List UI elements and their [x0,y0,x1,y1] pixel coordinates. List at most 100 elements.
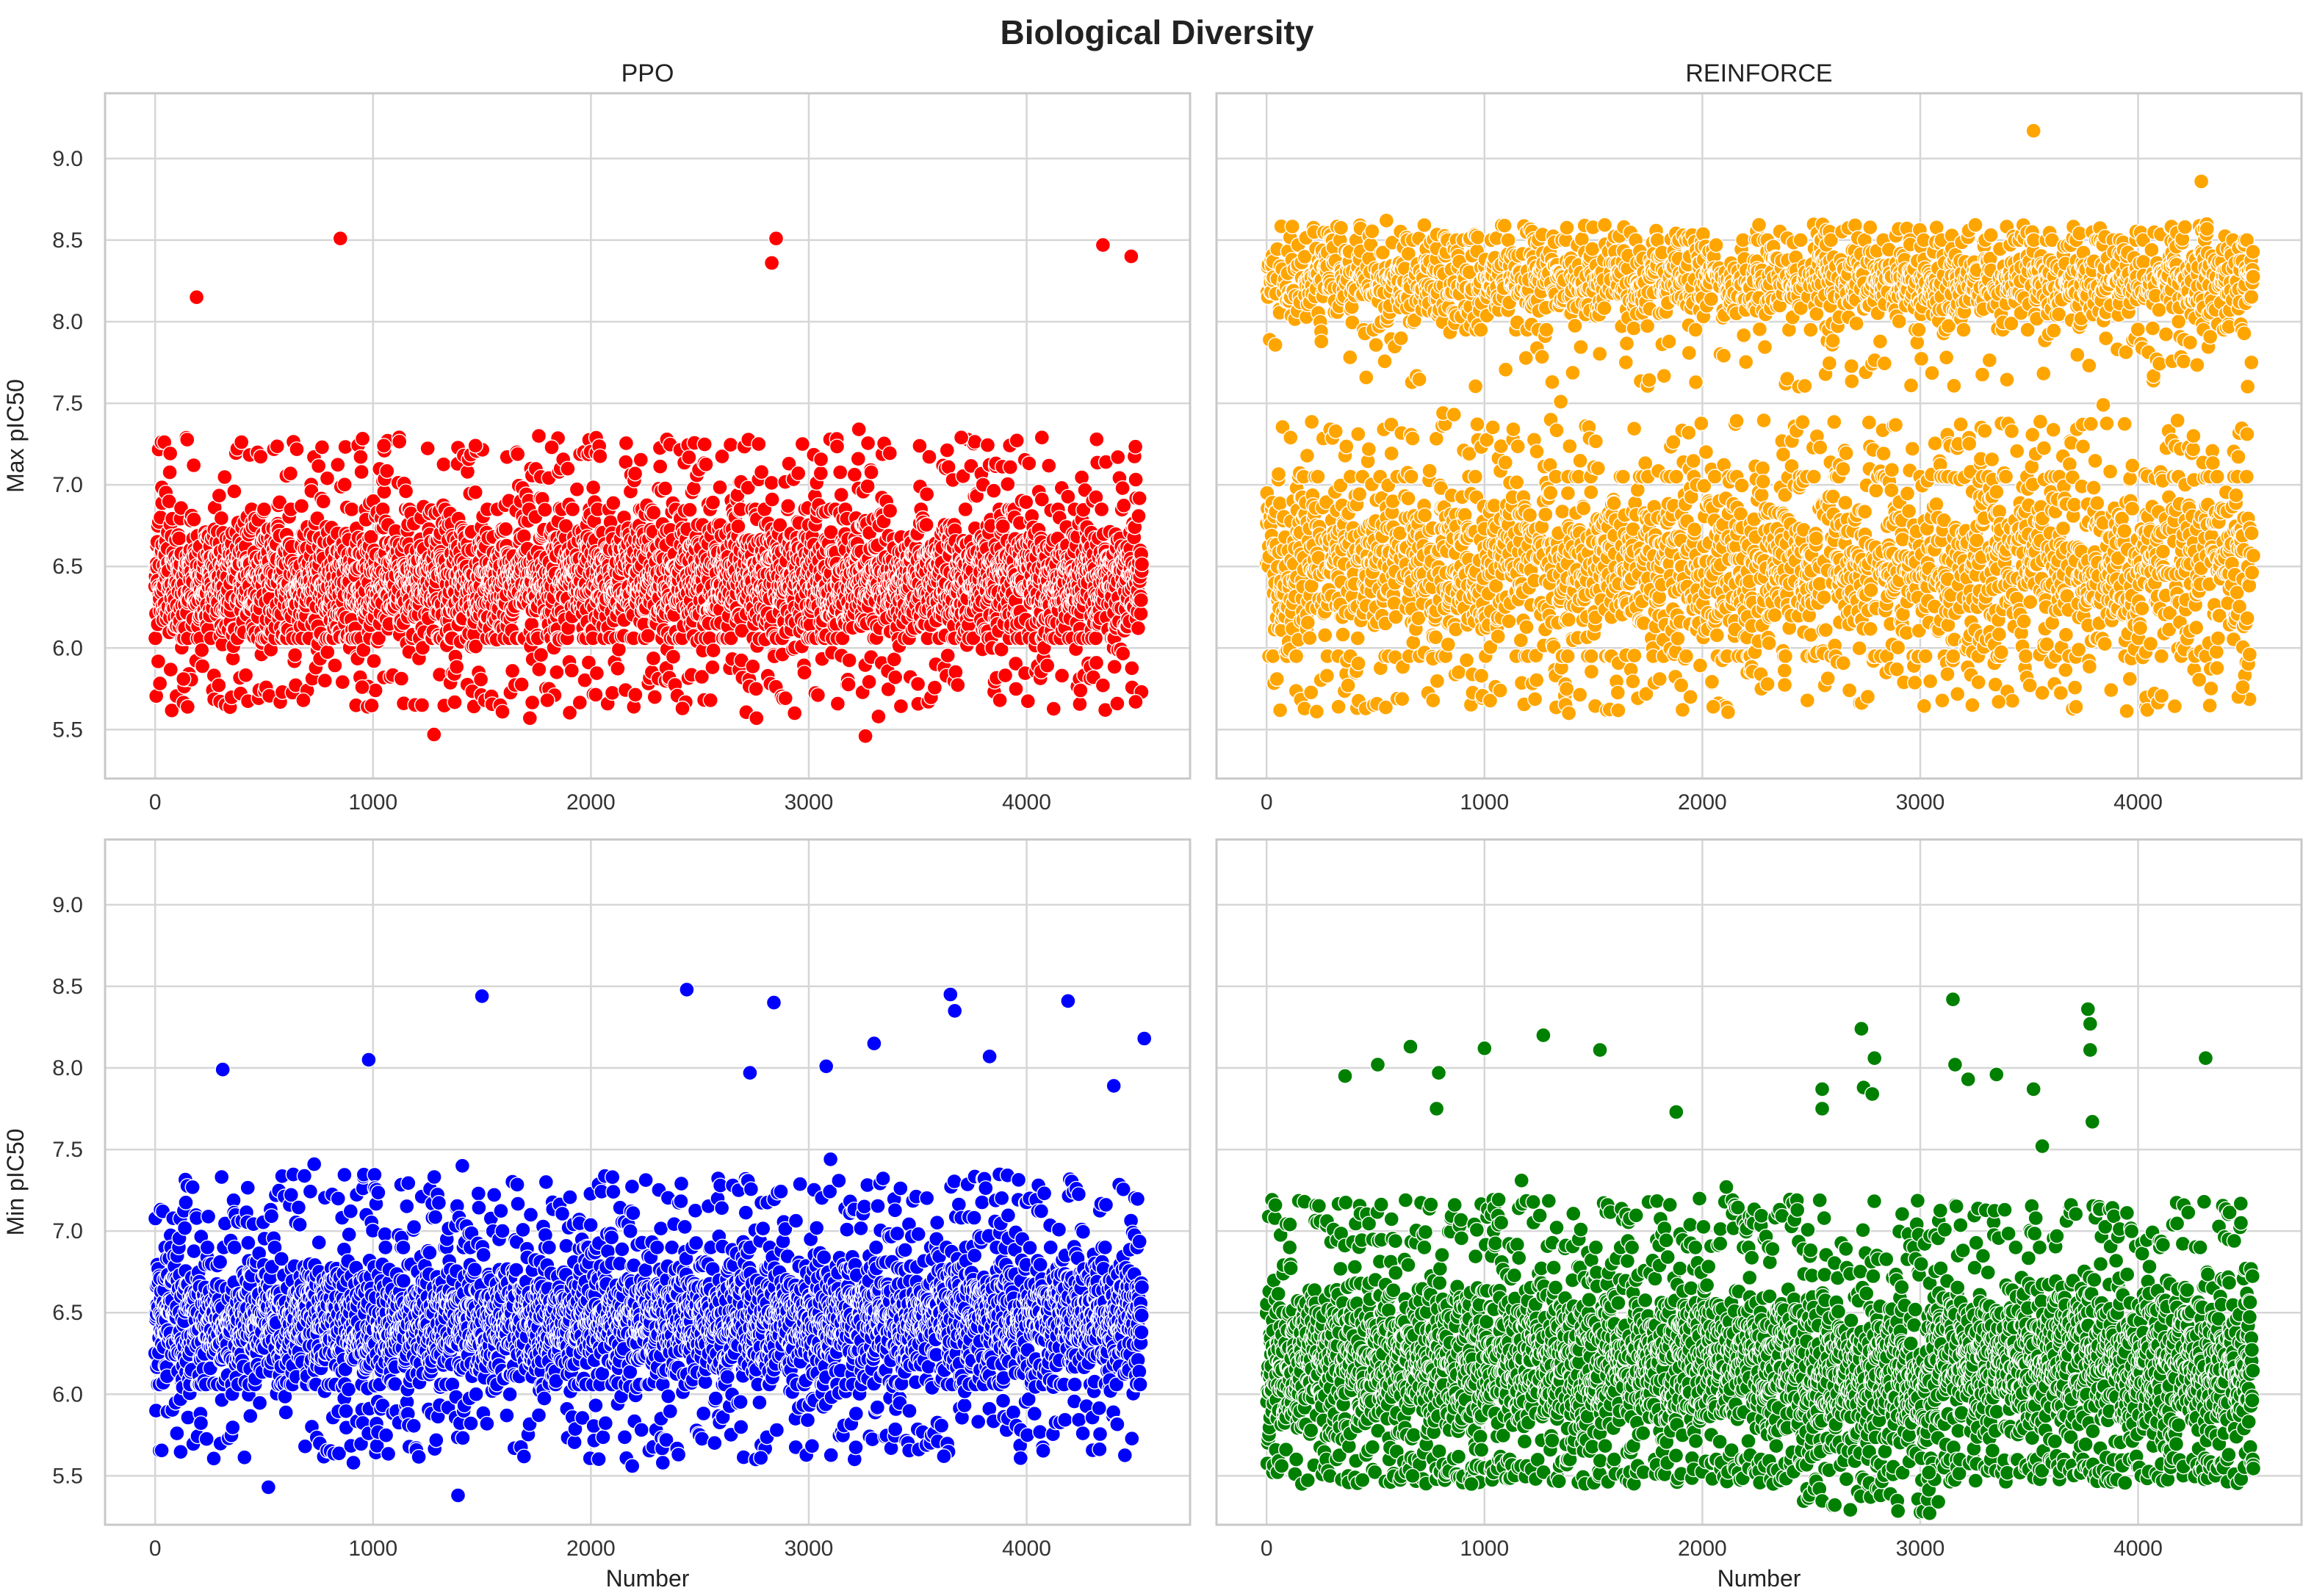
scatter-point [1284,218,1300,235]
scatter-point [722,436,739,453]
scatter-point [841,652,857,668]
scatter-point [319,470,336,486]
scatter-point [704,494,721,510]
scatter-point [1133,592,1150,608]
scatter-point [948,664,964,680]
scatter-point [393,671,410,687]
scatter-point [1095,677,1111,693]
scatter-point [1319,668,1336,684]
scatter-point [685,480,702,497]
scatter-point [1109,696,1125,712]
scatter-point [237,667,254,683]
scatter-point [1087,630,1104,646]
scatter-point [1045,701,1062,717]
scatter-point [1041,458,1057,474]
scatter-point [256,501,273,518]
scatter-point [812,465,829,482]
scatter-point [269,438,285,455]
scatter-point [610,641,627,657]
scatter-point [632,452,649,468]
scatter-point [436,456,452,472]
scatter-point [863,464,879,480]
scatter-point [524,694,541,711]
scatter-point [1020,693,1037,709]
outlier-point [1034,430,1050,446]
outlier-point [857,728,873,744]
scatter-point [1127,438,1144,455]
scatter-point [353,463,370,480]
y-tick-label: 8.5 [52,228,83,253]
scatter-point [1131,508,1147,524]
scatter-point [1017,494,1034,510]
scatter-point [162,464,178,480]
scatter-point [330,457,346,473]
outlier-point [522,710,538,726]
scatter-point [846,466,863,483]
scatter-point [217,469,233,485]
scatter-point [1002,459,1019,475]
scatter-point [392,433,408,449]
scatter-point [704,659,721,676]
scatter-point [161,494,177,510]
scatter-point [1088,654,1105,671]
scatter-point [1009,433,1025,449]
panel-title: REINFORCE [1685,59,1832,87]
scatter-point [850,451,867,467]
scatter-point [564,501,581,518]
scatter-point [812,451,829,468]
scatter-point [992,692,1008,709]
scatter-point [397,483,414,499]
figure-title: Biological Diversity [1001,13,1314,51]
scatter-point [627,687,644,703]
scatter-point [918,486,935,502]
scatter-point [882,445,898,461]
scatter-point [353,449,369,465]
scatter-point [1106,659,1122,675]
scatter-point [921,449,937,465]
outlier-point [751,436,767,452]
scatter-point [226,483,242,499]
y-axis-label: Max pIC50 [2,379,29,493]
scatter-point [179,431,195,448]
outlier-point [768,231,785,247]
scatter-point [967,433,983,450]
scatter-point [1299,447,1316,464]
scatter-point [681,449,697,466]
scatter-point [1110,449,1126,466]
outlier-point [749,710,765,726]
scatter-point [1300,615,1316,631]
outlier-point [354,679,370,696]
scatter-point [1093,501,1110,518]
scatter-point [171,530,187,546]
scatter-point [794,436,811,452]
scatter-point [748,681,764,697]
scatter-point [764,491,780,508]
scatter-point [293,498,310,514]
scatter-point [712,479,728,496]
scatter-point [926,679,943,696]
scatter-point [367,682,383,698]
scatter-point [1267,336,1283,353]
scatter-point [150,653,167,670]
scatter-point [1272,495,1288,512]
scatter-point [657,480,674,497]
scatter-point [1053,668,1070,684]
outlier-point [953,430,970,446]
scatter-point [186,511,202,527]
outlier-point [1128,693,1144,710]
scatter-point [162,662,179,678]
scatter-point [537,502,553,518]
scatter-point [997,667,1014,684]
scatter-point [179,698,196,715]
scatter-point [702,692,718,709]
scatter-point [211,677,227,693]
scatter-point [164,702,180,718]
scatter-point [1288,648,1305,665]
outlier-point [188,289,205,306]
scatter-point [1303,414,1320,430]
y-tick-label: 7.5 [52,391,83,416]
scatter-point [151,675,168,692]
scatter-point [510,446,526,462]
scatter-point [950,677,966,693]
